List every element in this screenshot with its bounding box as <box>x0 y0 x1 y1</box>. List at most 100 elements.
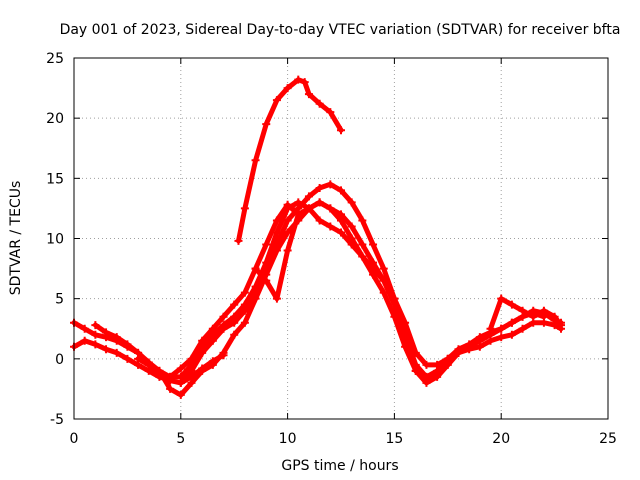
data-point <box>283 200 292 209</box>
x-tick-label: 15 <box>385 431 403 447</box>
series-line <box>236 77 344 244</box>
data-point <box>80 324 89 333</box>
data-point <box>326 108 335 117</box>
series-line <box>92 199 547 380</box>
data-point <box>112 333 121 342</box>
data-point <box>294 75 303 84</box>
data-point <box>326 180 335 189</box>
data-point <box>251 294 260 303</box>
data-point <box>262 240 271 249</box>
data-point <box>369 240 378 249</box>
data-point <box>155 366 164 375</box>
data-point <box>283 246 292 255</box>
data-point <box>262 276 271 285</box>
y-tick-label: 20 <box>46 111 64 127</box>
data-point <box>401 342 410 351</box>
x-axis-label: GPS time / hours <box>281 458 398 474</box>
y-tick-label: 15 <box>46 171 64 187</box>
data-point <box>198 336 207 345</box>
data-point <box>507 318 516 327</box>
y-tick-label: 25 <box>46 51 64 67</box>
chart-title: Day 001 of 2023, Sidereal Day-to-day VTE… <box>60 22 621 38</box>
data-point <box>347 198 356 207</box>
data-point <box>315 198 324 207</box>
y-axis-label: SDTVAR / TECUs <box>8 181 24 296</box>
data-point <box>230 318 239 327</box>
data-point <box>80 336 89 345</box>
axis-ticks: 0 5 10 15 20 25 -5 0 5 10 15 20 25 <box>46 51 617 447</box>
data-point <box>379 276 388 285</box>
series-line <box>71 181 564 386</box>
series-track-6 <box>251 210 303 303</box>
series-track-7 <box>234 75 345 245</box>
data-point <box>337 126 345 135</box>
y-tick-label: 5 <box>55 292 64 308</box>
data-point <box>219 351 228 360</box>
data-point <box>529 312 538 321</box>
x-tick-label: 0 <box>70 431 79 447</box>
data-point <box>272 294 281 303</box>
data-point <box>315 99 324 108</box>
data-point <box>369 270 378 279</box>
data-point <box>337 228 345 237</box>
data-point <box>187 372 196 381</box>
data-point <box>518 306 527 315</box>
data-point <box>219 312 228 321</box>
data-point <box>326 204 335 213</box>
data-point <box>102 328 111 337</box>
data-point <box>112 348 121 357</box>
series-track-1 <box>70 198 566 381</box>
data-point <box>304 204 313 213</box>
data-point <box>187 354 196 363</box>
data-point <box>272 96 281 105</box>
data-point <box>134 354 143 363</box>
data-point <box>91 340 100 349</box>
data-point <box>411 366 420 375</box>
data-point <box>443 360 452 369</box>
data-point <box>166 384 175 393</box>
data-point <box>497 294 506 303</box>
x-tick-label: 10 <box>279 431 297 447</box>
data-point <box>507 300 516 309</box>
data-point <box>337 186 345 195</box>
data-point <box>347 222 356 231</box>
data-point <box>475 333 484 342</box>
series-track-5 <box>176 351 228 387</box>
data-point <box>358 252 367 261</box>
data-point <box>304 192 313 201</box>
data-point <box>144 360 153 369</box>
data-point <box>337 216 345 225</box>
data-point <box>208 324 217 333</box>
data-point <box>433 372 442 381</box>
data-point <box>294 210 303 219</box>
data-point <box>475 342 484 351</box>
x-tick-label: 5 <box>176 431 185 447</box>
data-point <box>176 364 185 373</box>
data-point <box>251 264 260 273</box>
data-point <box>390 312 399 321</box>
data-point <box>315 183 324 192</box>
data-point <box>358 240 367 249</box>
series-track-3 <box>91 198 548 381</box>
data-point <box>234 236 243 245</box>
data-point <box>240 288 249 297</box>
data-point <box>557 321 566 330</box>
data-point <box>300 78 309 87</box>
data-point <box>486 324 495 333</box>
data-point <box>230 300 239 309</box>
data-point <box>198 348 207 357</box>
data-point <box>486 336 495 345</box>
data-point <box>176 390 185 399</box>
data-point <box>465 340 474 349</box>
data-point <box>176 378 185 387</box>
data-point <box>272 216 281 225</box>
data-point <box>272 246 281 255</box>
series-line <box>71 199 564 380</box>
data-point <box>283 84 292 93</box>
x-tick-label: 20 <box>492 431 510 447</box>
data-point <box>379 264 388 273</box>
data-point <box>369 258 378 267</box>
series-track-8 <box>486 294 566 333</box>
data-point <box>422 360 431 369</box>
